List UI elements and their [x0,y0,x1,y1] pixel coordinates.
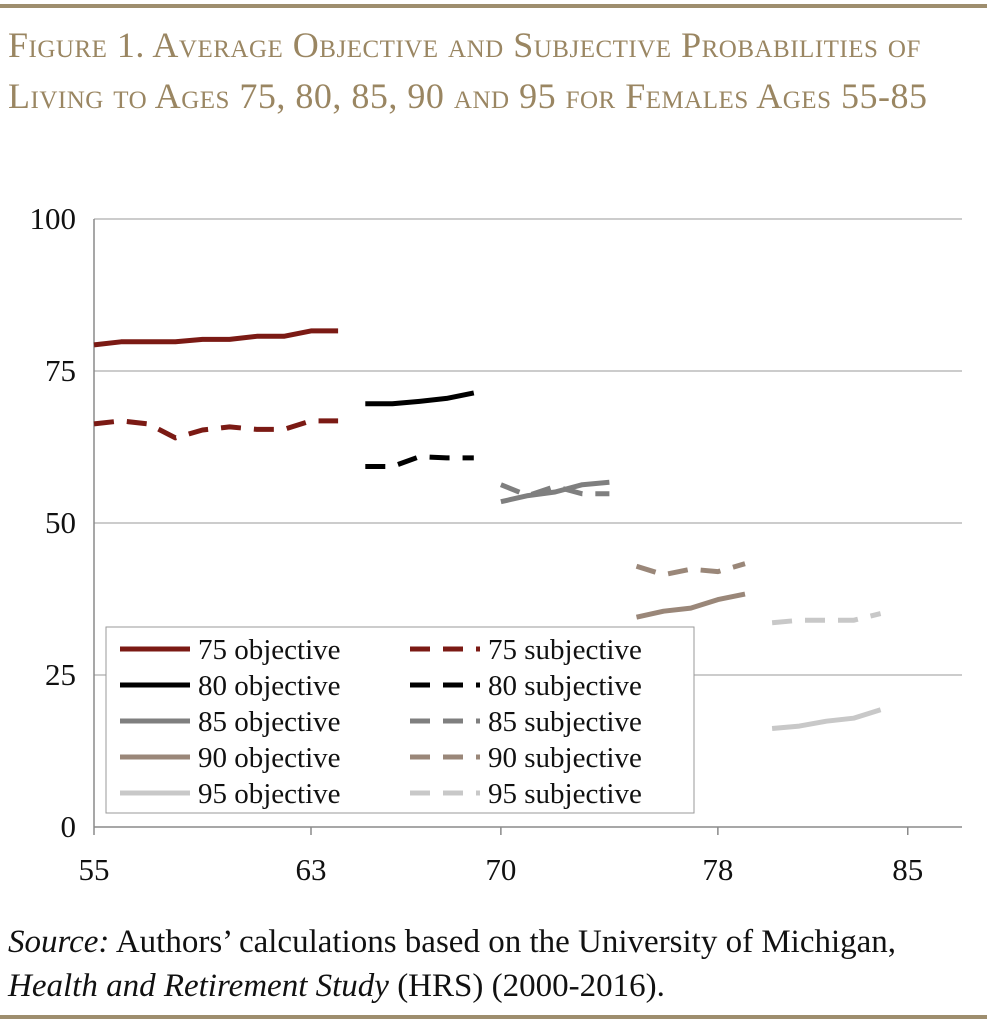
legend-label: 80 objective [198,670,341,702]
y-tick-label: 50 [45,505,76,540]
legend-label: 90 objective [198,742,341,774]
x-tick-label: 85 [892,852,923,887]
y-tick-label: 25 [45,657,76,692]
x-tick-label: 78 [702,852,733,887]
y-tick-label: 0 [61,809,77,844]
legend-label: 95 objective [198,778,341,810]
y-tick-label: 75 [45,353,76,388]
line-chart: 0 25 50 75 100 55 63 70 78 85 75 objective 75 subje… [30,201,962,887]
x-tick-label: 63 [296,852,327,887]
legend-label: 75 subjective [488,634,642,666]
series-line-8 [771,707,882,731]
series-line-3 [365,454,474,469]
series-line-7 [635,561,746,578]
source-text-1: Authors’ calculations based on the Unive… [109,924,897,960]
legend-label: 90 subjective [488,742,642,774]
legend-label: 75 objective [198,634,341,666]
legend-label: 85 subjective [488,706,642,738]
series-line-5 [499,482,610,499]
top-rule [0,4,987,8]
figure-title: Figure 1. Average Objective and Subjecti… [8,25,928,116]
source-study-name: Health and Retirement Study [8,968,389,1004]
bottom-rule [0,1015,987,1019]
series-line-9 [771,611,882,626]
source-note: Source: Authors’ calculations based on t… [8,920,978,1008]
source-label: Source: [8,924,110,960]
legend-box [105,626,695,814]
source-text-2: (HRS) (2000-2016). [388,968,665,1004]
series-line-1 [93,418,339,441]
legend-label: 85 objective [198,706,341,738]
series-line-0 [93,328,339,348]
series-line-6 [635,591,746,620]
series-line-2 [365,390,475,407]
x-tick-label: 70 [485,852,516,887]
legend-label: 95 subjective [488,778,642,810]
series-line-4 [500,479,610,505]
x-tick-label: 55 [79,852,110,887]
legend-label: 80 subjective [488,670,642,702]
y-tick-label: 100 [30,201,77,236]
